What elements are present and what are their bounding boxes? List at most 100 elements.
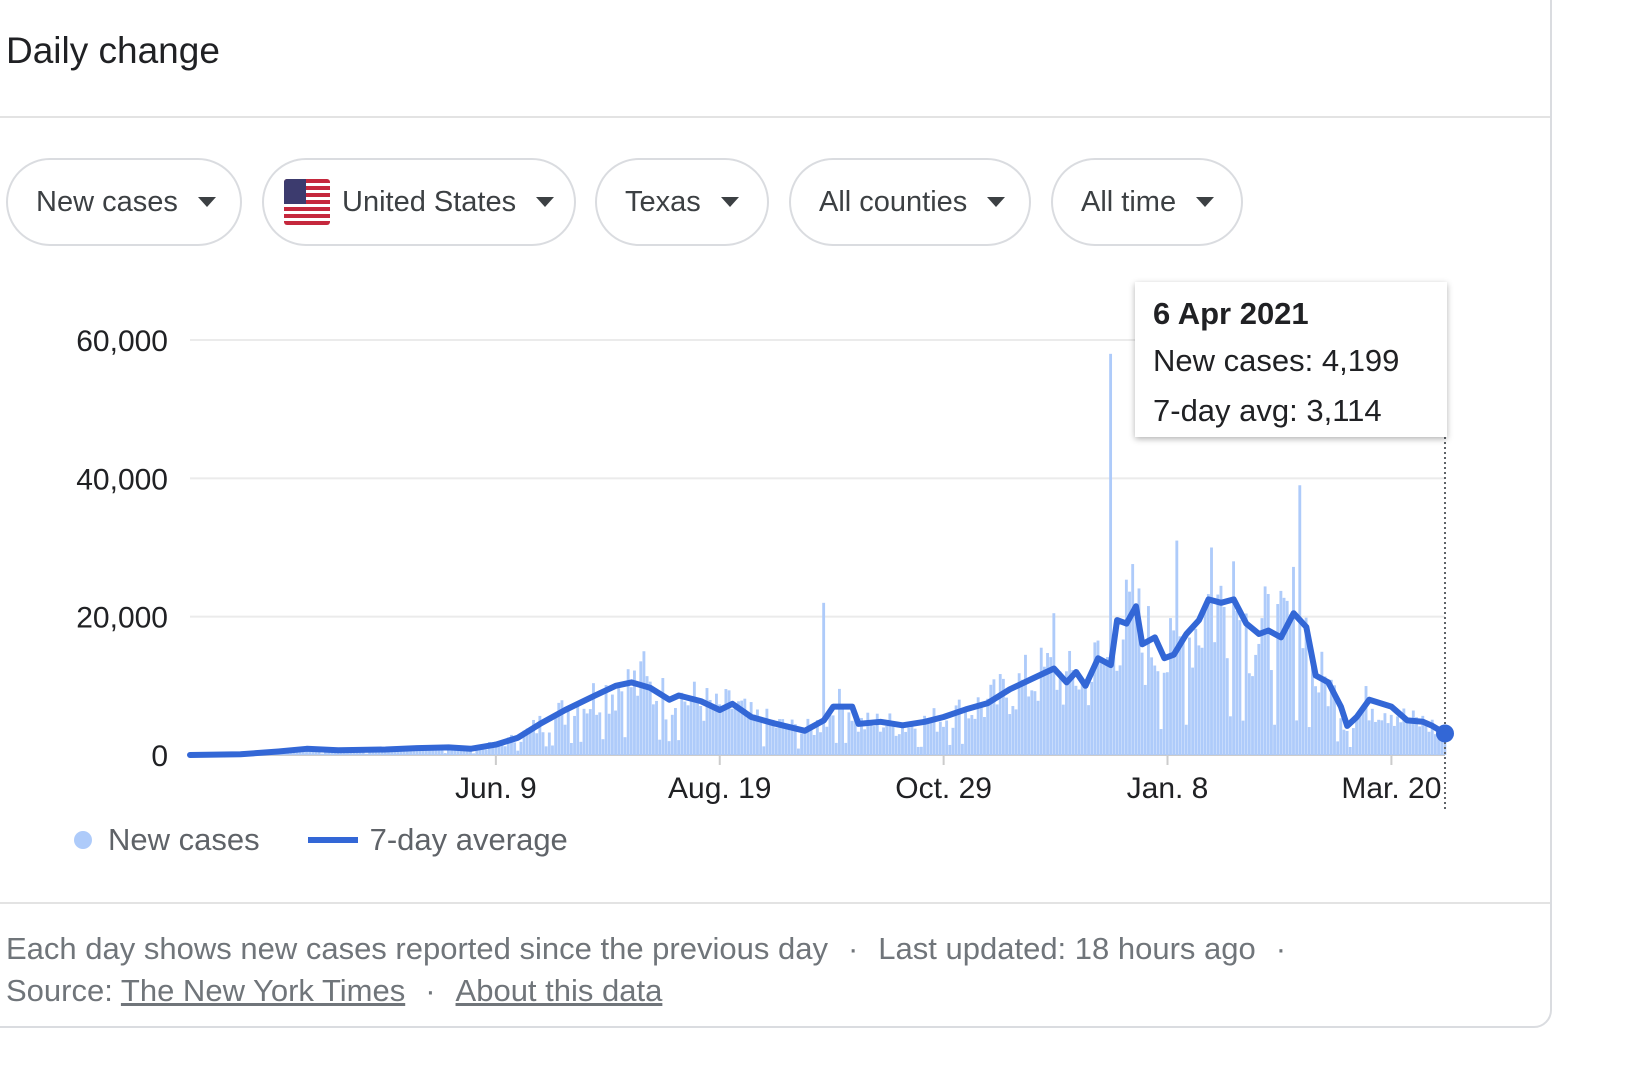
new-cases-bar — [677, 740, 681, 755]
new-cases-bar — [724, 689, 728, 755]
new-cases-bar — [513, 742, 517, 755]
new-cases-bar — [718, 704, 722, 755]
hover-point — [1436, 724, 1454, 743]
new-cases-bar — [1014, 709, 1018, 755]
new-cases-bar — [557, 702, 561, 755]
new-cases-bar — [1109, 353, 1113, 755]
new-cases-bar — [1389, 714, 1393, 755]
new-cases-bar — [1147, 606, 1150, 755]
new-cases-bar — [967, 718, 971, 755]
new-cases-bar — [1323, 676, 1327, 755]
new-cases-bar — [692, 681, 696, 755]
new-cases-bar — [327, 751, 331, 755]
new-cases-bar — [456, 748, 460, 755]
legend-line-swatch — [307, 837, 358, 843]
top-divider — [0, 116, 1550, 118]
chart-legend: New cases 7-day average — [74, 822, 568, 858]
y-tick-label: 0 — [151, 740, 168, 773]
legend-bars-label: New cases — [108, 822, 260, 857]
y-tick-label: 20,000 — [76, 602, 168, 635]
new-cases-bar — [484, 749, 488, 755]
new-cases-bar — [1093, 642, 1097, 755]
x-tick-label: Jun. 9 — [455, 772, 537, 805]
new-cases-bar — [1150, 657, 1154, 755]
tooltip-average: 7-day avg: 3,114 — [1153, 393, 1382, 428]
new-cases-bar — [614, 710, 617, 755]
new-cases-bar — [560, 700, 564, 755]
new-cases-bar — [1320, 651, 1324, 755]
new-cases-bar — [1367, 720, 1371, 755]
x-tick-label: Oct. 29 — [895, 772, 992, 805]
new-cases-bar — [749, 702, 753, 755]
new-cases-bar — [935, 731, 939, 755]
time-range-dropdown[interactable]: All time — [1051, 158, 1243, 246]
new-cases-bar — [979, 706, 983, 755]
legend-line-label: 7-day average — [369, 822, 568, 857]
new-cases-bar — [314, 750, 318, 755]
new-cases-bar — [1115, 670, 1119, 755]
new-cases-bar — [705, 688, 709, 755]
new-cases-bar — [1251, 676, 1254, 755]
new-cases-bar — [472, 753, 476, 755]
new-cases-bar — [305, 749, 308, 755]
new-cases-bar — [1288, 614, 1292, 755]
county-dropdown[interactable]: All counties — [789, 158, 1031, 246]
new-cases-bar — [544, 746, 548, 755]
daily-cases-chart[interactable]: 0 20,000 40,000 60,000 Jun. 9 Aug. 19 Oct. 29 J… — [0, 270, 1500, 810]
new-cases-bar — [500, 743, 504, 755]
new-cases-bar — [365, 753, 368, 755]
new-cases-bar — [853, 710, 857, 755]
new-cases-bar — [670, 714, 674, 755]
new-cases-bar — [642, 651, 646, 755]
new-cases-bar — [674, 708, 677, 755]
new-cases-bar — [655, 700, 658, 755]
legend-bars-swatch — [74, 831, 92, 849]
new-cases-bar — [1386, 723, 1390, 755]
new-cases-bar — [629, 687, 633, 755]
new-cases-bar — [585, 713, 589, 755]
new-cases-bar — [1244, 613, 1248, 755]
new-cases-bar — [1424, 724, 1428, 755]
y-tick-label: 40,000 — [76, 463, 168, 496]
metric-dropdown[interactable]: New cases — [6, 158, 242, 246]
new-cases-bar — [1184, 724, 1188, 755]
new-cases-bar — [1232, 561, 1236, 755]
new-cases-bar — [1087, 705, 1090, 755]
new-cases-bar — [661, 678, 665, 755]
new-cases-bar — [737, 701, 740, 755]
new-cases-bar — [607, 713, 611, 755]
country-dropdown[interactable]: United States — [262, 158, 576, 246]
y-tick-label: 60,000 — [76, 325, 168, 358]
new-cases-bar — [1131, 564, 1135, 755]
new-cases-bar — [1279, 590, 1283, 755]
new-cases-bar — [667, 741, 671, 755]
new-cases-bar — [525, 728, 529, 755]
new-cases-bar — [1055, 689, 1059, 755]
source-link[interactable]: The New York Times — [120, 973, 406, 1008]
new-cases-bar — [1071, 670, 1075, 755]
new-cases-bar — [1238, 620, 1242, 755]
new-cases-bar — [1377, 719, 1381, 755]
new-cases-bar — [519, 741, 523, 755]
new-cases-bar — [636, 695, 640, 755]
new-cases-bar — [1421, 715, 1425, 755]
new-cases-bar — [380, 750, 384, 755]
new-cases-bar — [639, 661, 643, 755]
new-cases-bar — [503, 746, 507, 755]
new-cases-bar — [1096, 640, 1100, 755]
new-cases-bar — [825, 726, 829, 755]
new-cases-bar — [1068, 650, 1072, 755]
new-cases-bar — [891, 722, 895, 755]
new-cases-bar — [1364, 686, 1368, 755]
about-data-link[interactable]: About this data — [455, 973, 663, 1008]
new-cases-bar — [1172, 630, 1176, 755]
new-cases-bar — [491, 745, 494, 755]
state-dropdown[interactable]: Texas — [595, 158, 769, 246]
new-cases-bar — [320, 753, 324, 755]
new-cases-bar — [752, 714, 756, 755]
new-cases-bar — [1052, 613, 1056, 755]
new-cases-bar — [1188, 637, 1191, 755]
new-cases-bar — [506, 737, 510, 755]
new-cases-bar — [872, 726, 876, 755]
new-cases-bar — [538, 715, 542, 755]
